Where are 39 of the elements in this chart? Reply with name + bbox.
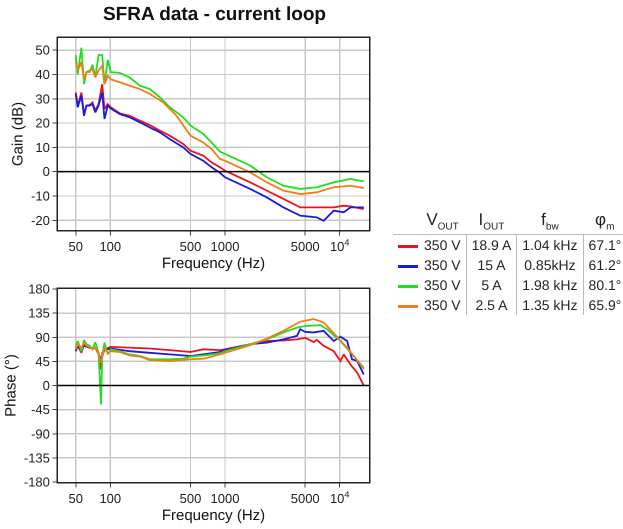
y-tick-label: 135 [28, 306, 50, 321]
x-tick-label: 100 [99, 491, 122, 506]
y-axis-title: Gain (dB) [10, 102, 27, 166]
y-tick-label: 0 [42, 164, 50, 180]
y-tick-label: 0 [42, 378, 50, 394]
y-tick-label: -10 [31, 188, 50, 204]
x-tick-label: 5000 [290, 239, 320, 254]
y-tick-label: 40 [35, 67, 50, 82]
y-tick-label: 90 [35, 330, 50, 345]
x-tick-label: 500 [180, 239, 202, 254]
x-tick-label: 10$^{4}$ [330, 238, 350, 254]
x-tick-label: 1000 [210, 491, 240, 506]
y-tick-label: -135 [24, 450, 50, 466]
legend-label: 350 V 18.9 A 1.04 kHz 67.1° [423, 236, 622, 256]
x-tick-label: 10$^{4}$ [330, 490, 350, 506]
y-tick-label: 45 [35, 354, 50, 369]
y-tick-label: -180 [24, 474, 50, 490]
y-tick-label: -45 [31, 402, 50, 418]
y-tick-label: -20 [31, 212, 50, 228]
legend-label: 350 V 2.5 A 1.35 kHz 65.9° [423, 296, 622, 316]
x-tick-label: 500 [180, 491, 202, 506]
y-tick-label: 20 [35, 116, 50, 131]
x-tick-label: 50 [68, 239, 84, 254]
y-tick-label: 30 [35, 91, 50, 106]
chart-title: SFRA data - current loop [102, 4, 326, 26]
x-axis-title: Frequency (Hz) [162, 254, 266, 272]
text: 350 V 5 A 1.98 kHz 80.1° [424, 277, 622, 294]
x-axis-title: Frequency (Hz) [162, 506, 266, 524]
y-tick-label: 50 [35, 42, 50, 58]
y-tick-label: 10 [35, 140, 50, 155]
text: 350 V 15 A 0.85kHz 61.2° [424, 257, 622, 274]
x-tick-label: 5000 [290, 491, 320, 506]
text: V$_{OUT}$ I$_{OUT}$ f$_{bw}$ φ$_{m}$ [426, 210, 614, 232]
x-tick-label: 50 [68, 491, 84, 506]
x-tick-label: 1000 [210, 239, 240, 254]
y-axis-title: Phase (°) [2, 354, 20, 417]
y-tick-label: -90 [31, 426, 50, 442]
y-tick-label: 180 [28, 282, 50, 297]
x-tick-label: 100 [99, 239, 122, 254]
